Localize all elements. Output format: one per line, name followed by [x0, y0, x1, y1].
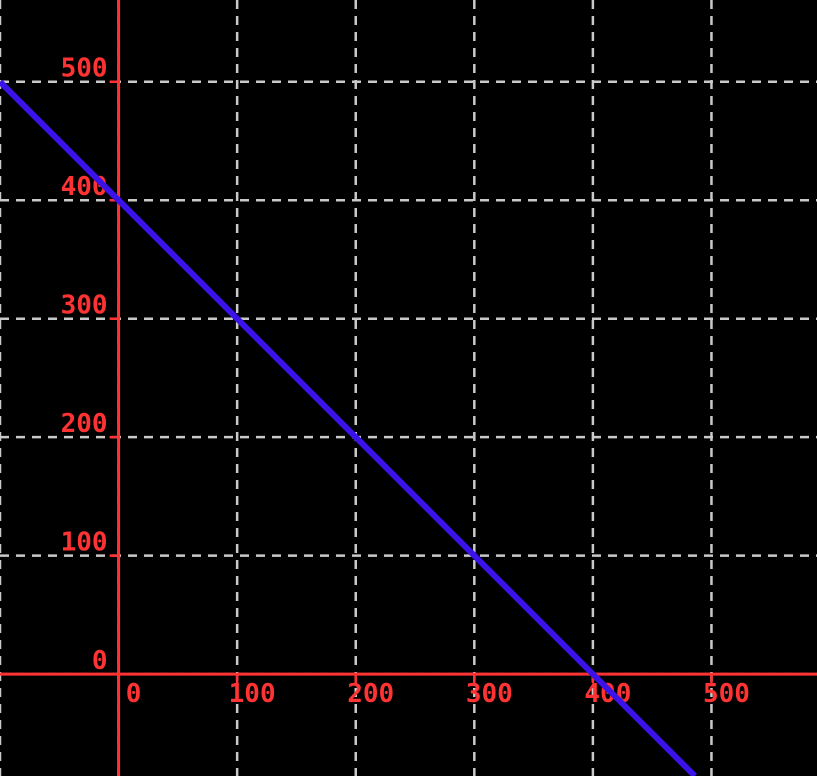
x-tick-label: 100 — [229, 679, 276, 709]
data-line — [0, 79, 697, 776]
y-tick-label: 200 — [61, 409, 108, 439]
y-tick-label: 100 — [61, 528, 108, 558]
x-tick-label: 300 — [466, 679, 513, 709]
y-tick-label: 500 — [61, 54, 108, 84]
x-tick-label: 0 — [126, 679, 142, 709]
y-tick-label: 300 — [61, 291, 108, 321]
y-tick-label: 400 — [61, 172, 108, 202]
x-tick-label: 200 — [347, 679, 394, 709]
x-tick-label: 500 — [703, 679, 750, 709]
y-tick-label: 0 — [92, 646, 108, 676]
